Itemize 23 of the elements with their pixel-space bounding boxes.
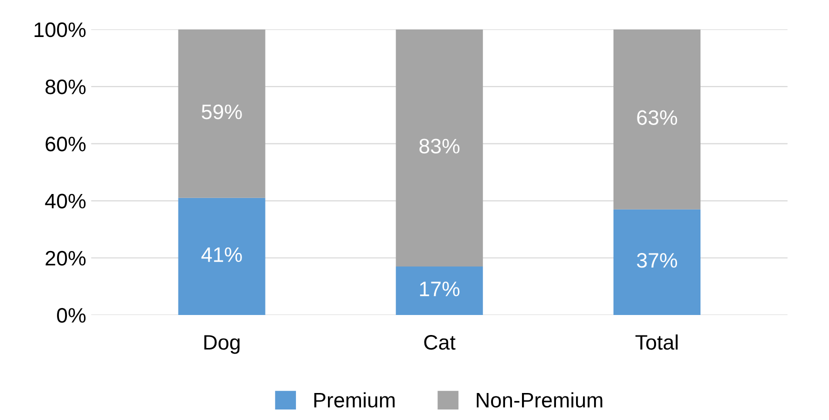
y-tick-label: 100% (34, 22, 86, 38)
data-label: 41% (201, 247, 242, 262)
bar (178, 198, 266, 315)
data-label: 59% (202, 104, 242, 120)
y-tick-label: 0% (57, 308, 86, 323)
legend-label: Premium (314, 392, 395, 408)
bar (396, 266, 483, 315)
bar (178, 29, 266, 198)
x-tick-label: Dog (204, 335, 240, 354)
y-tick-label: 20% (46, 250, 86, 266)
x-tick-label: Total (635, 334, 678, 350)
legend-label: Non-Premium (476, 392, 602, 408)
bar (613, 29, 701, 210)
data-label: 83% (419, 138, 460, 154)
bar (396, 29, 483, 266)
x-tick-label: Cat (424, 334, 456, 350)
data-label: 63% (637, 110, 678, 125)
y-tick-label: 60% (46, 136, 86, 152)
data-label: 17% (420, 282, 460, 296)
y-tick-label: 80% (46, 80, 86, 94)
data-label: 37% (636, 253, 678, 268)
bar (613, 209, 701, 315)
y-tick-label: 40% (45, 194, 86, 209)
